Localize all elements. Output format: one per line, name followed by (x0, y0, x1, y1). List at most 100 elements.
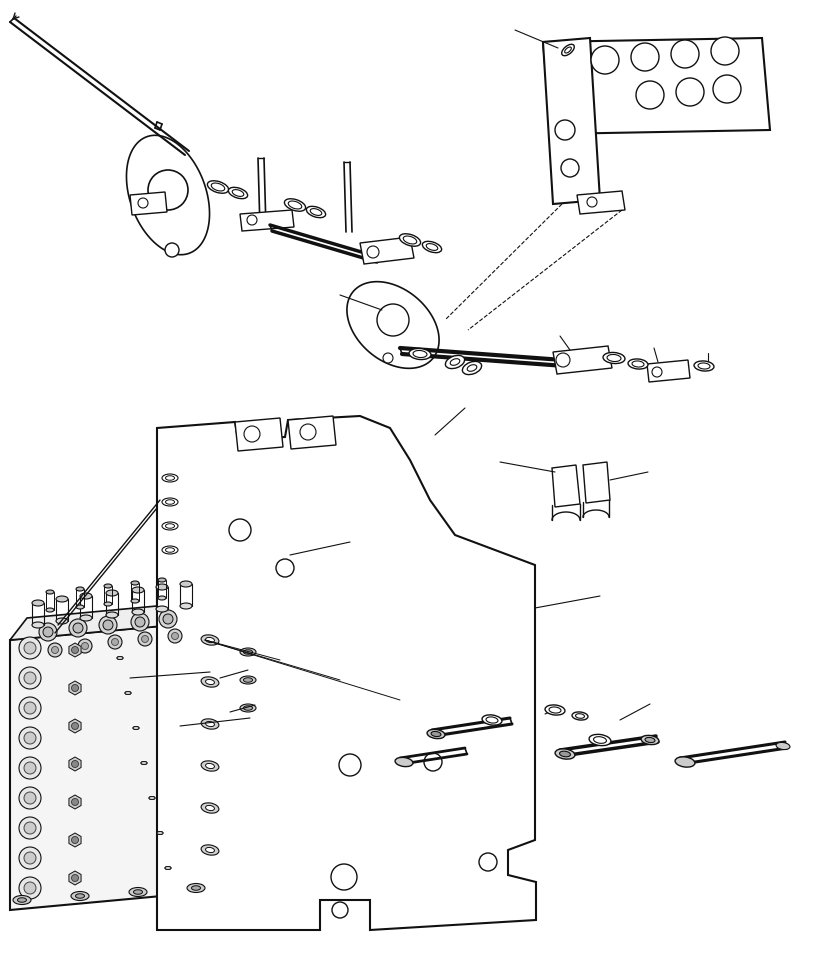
Circle shape (172, 632, 179, 640)
Circle shape (72, 798, 79, 806)
Ellipse shape (157, 832, 163, 835)
Ellipse shape (131, 581, 139, 585)
Ellipse shape (32, 600, 44, 606)
Ellipse shape (201, 803, 219, 813)
Ellipse shape (482, 715, 502, 725)
Ellipse shape (162, 474, 178, 482)
Circle shape (19, 697, 41, 719)
Ellipse shape (133, 727, 139, 730)
Circle shape (587, 197, 597, 207)
Circle shape (591, 46, 619, 74)
Circle shape (108, 635, 122, 649)
Circle shape (713, 75, 741, 103)
Circle shape (39, 623, 57, 641)
Ellipse shape (165, 867, 171, 869)
Circle shape (163, 614, 173, 624)
Ellipse shape (125, 692, 131, 695)
Circle shape (276, 559, 294, 577)
Ellipse shape (576, 714, 585, 718)
Circle shape (103, 620, 113, 630)
Polygon shape (10, 600, 222, 640)
Ellipse shape (133, 727, 139, 730)
Ellipse shape (117, 656, 123, 659)
Circle shape (24, 792, 36, 804)
Polygon shape (130, 192, 167, 215)
Ellipse shape (572, 712, 588, 720)
Ellipse shape (431, 731, 441, 736)
Polygon shape (69, 795, 81, 809)
Circle shape (72, 647, 79, 653)
Circle shape (331, 864, 357, 890)
Polygon shape (69, 757, 81, 771)
Circle shape (43, 627, 53, 637)
Circle shape (138, 198, 148, 208)
Polygon shape (69, 871, 81, 885)
Ellipse shape (607, 354, 621, 362)
Polygon shape (69, 643, 81, 657)
Circle shape (81, 643, 89, 649)
Circle shape (247, 215, 257, 225)
Polygon shape (157, 416, 536, 930)
Circle shape (24, 882, 36, 894)
Ellipse shape (46, 590, 54, 594)
Circle shape (159, 610, 177, 628)
Ellipse shape (645, 737, 655, 743)
Circle shape (19, 817, 41, 839)
Ellipse shape (56, 618, 68, 624)
Polygon shape (543, 38, 600, 204)
Ellipse shape (156, 606, 168, 612)
Ellipse shape (240, 676, 256, 684)
Ellipse shape (589, 734, 611, 746)
Circle shape (99, 616, 117, 634)
Ellipse shape (486, 717, 498, 723)
Circle shape (300, 424, 316, 440)
Circle shape (19, 637, 41, 659)
Ellipse shape (166, 524, 175, 528)
Ellipse shape (149, 796, 155, 799)
Ellipse shape (423, 241, 441, 253)
Ellipse shape (56, 596, 68, 602)
Ellipse shape (106, 612, 118, 618)
Circle shape (671, 40, 699, 68)
Circle shape (111, 639, 119, 646)
Ellipse shape (187, 884, 205, 893)
Ellipse shape (228, 187, 248, 199)
Ellipse shape (129, 888, 147, 896)
Circle shape (555, 120, 575, 140)
Ellipse shape (201, 719, 219, 730)
Circle shape (652, 367, 662, 377)
Ellipse shape (409, 348, 431, 360)
Ellipse shape (166, 548, 175, 552)
Ellipse shape (244, 677, 253, 682)
Circle shape (72, 760, 79, 767)
Ellipse shape (446, 355, 464, 369)
Polygon shape (553, 346, 612, 374)
Circle shape (138, 632, 152, 646)
Circle shape (69, 619, 87, 637)
Circle shape (676, 78, 704, 106)
Ellipse shape (132, 587, 144, 593)
Ellipse shape (395, 758, 413, 766)
Circle shape (479, 853, 497, 871)
Circle shape (339, 754, 361, 776)
Circle shape (561, 159, 579, 177)
Circle shape (72, 837, 79, 843)
Ellipse shape (628, 359, 648, 369)
Polygon shape (577, 191, 625, 214)
Circle shape (135, 617, 145, 627)
Polygon shape (10, 622, 205, 910)
Ellipse shape (285, 199, 306, 211)
Ellipse shape (117, 656, 123, 659)
Ellipse shape (641, 735, 659, 745)
Ellipse shape (46, 608, 54, 612)
Ellipse shape (211, 183, 224, 191)
Ellipse shape (201, 635, 219, 646)
Circle shape (168, 629, 182, 643)
Ellipse shape (18, 897, 27, 902)
Ellipse shape (132, 609, 144, 615)
Ellipse shape (80, 615, 92, 621)
Ellipse shape (675, 757, 695, 767)
Ellipse shape (165, 867, 171, 869)
Ellipse shape (776, 742, 790, 750)
Ellipse shape (632, 361, 644, 367)
